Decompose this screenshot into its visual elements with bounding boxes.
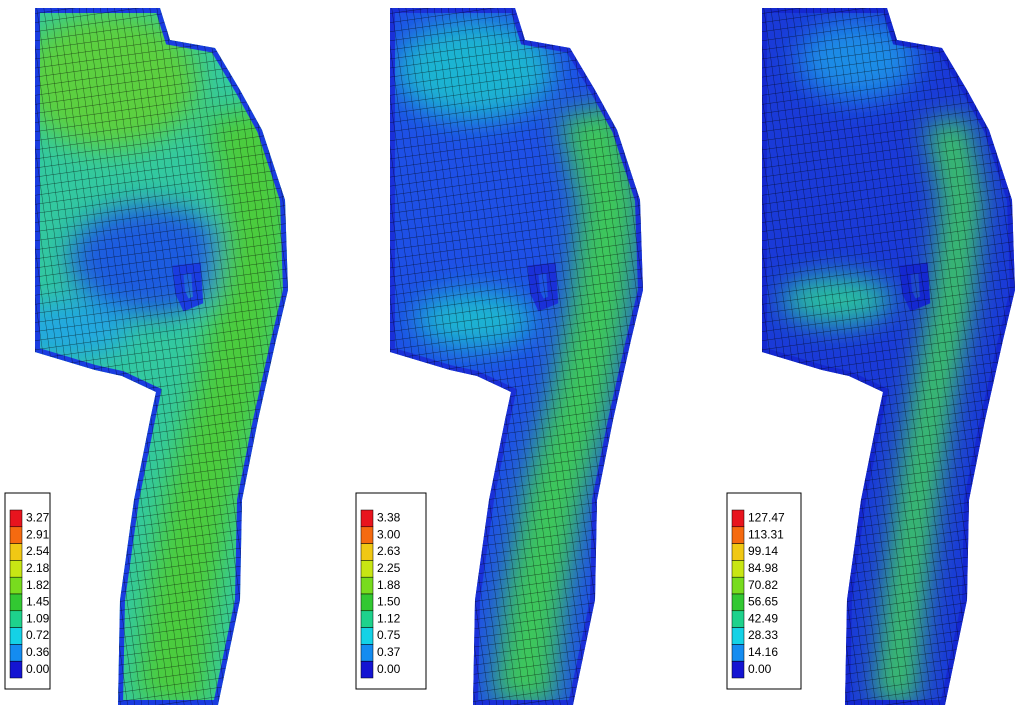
legend-swatch — [9, 644, 23, 662]
legend-label: 70.82 — [748, 578, 778, 592]
legend-label: 1.09 — [26, 611, 50, 625]
legend-swatch — [731, 543, 745, 561]
legend-label: 0.75 — [377, 628, 401, 642]
legend-label: 1.88 — [377, 578, 401, 592]
legend-label: 1.12 — [377, 611, 401, 625]
legend-label: 3.27 — [26, 511, 50, 525]
legend-label: 2.25 — [377, 561, 401, 575]
legend-swatch — [731, 509, 745, 528]
legend-label: 2.18 — [26, 561, 50, 575]
legend-swatch — [9, 610, 23, 628]
legend-swatch — [731, 526, 745, 544]
legend-label: 0.00 — [26, 662, 50, 676]
legend-swatch — [360, 576, 374, 595]
legend-swatch — [9, 576, 23, 595]
legend-label: 56.65 — [748, 595, 778, 609]
legend-swatch — [9, 560, 23, 578]
legend-label: 14.16 — [748, 645, 778, 659]
legend-label: 3.38 — [377, 511, 401, 525]
legend-swatch — [731, 660, 745, 679]
legend-label: 127.47 — [748, 511, 785, 525]
legend-swatch — [360, 543, 374, 561]
legend-label: 0.36 — [26, 645, 50, 659]
legend-swatch — [360, 610, 374, 628]
legend-swatch — [731, 593, 745, 612]
legend-swatch — [360, 660, 374, 679]
legend-label: 84.98 — [748, 561, 778, 575]
legend-swatch — [731, 644, 745, 662]
legend-swatch — [9, 509, 23, 528]
legend-swatch — [731, 576, 745, 595]
legend-swatch — [360, 560, 374, 578]
legend-label: 42.49 — [748, 611, 778, 625]
legend-swatch — [360, 509, 374, 528]
legend-label: 1.50 — [377, 595, 401, 609]
legend-swatch — [360, 627, 374, 645]
legend-label: 0.00 — [748, 662, 772, 676]
legend-swatch — [9, 593, 23, 612]
legend-label: 0.00 — [377, 662, 401, 676]
legend-label: 1.45 — [26, 595, 50, 609]
legend-swatch — [731, 610, 745, 628]
legend-swatch — [731, 627, 745, 645]
legend-label: 113.31 — [748, 527, 784, 541]
legend-swatch — [360, 593, 374, 612]
legend-label: 0.72 — [26, 628, 50, 642]
legend-swatch — [360, 526, 374, 544]
legend-label: 0.37 — [377, 645, 401, 659]
legend-label: 99.14 — [748, 544, 778, 558]
legend-label: 28.33 — [748, 628, 778, 642]
legend-label: 2.91 — [26, 527, 50, 541]
legend-label: 3.00 — [377, 527, 401, 541]
legend-swatch — [360, 644, 374, 662]
legend-label: 1.82 — [26, 578, 50, 592]
legend-swatch — [9, 660, 23, 679]
legend-swatch — [9, 627, 23, 645]
legend-swatch — [9, 543, 23, 561]
legend-label: 2.54 — [26, 544, 50, 558]
legend-swatch — [9, 526, 23, 544]
legend-label: 2.63 — [377, 544, 401, 558]
legend-swatch — [731, 560, 745, 578]
